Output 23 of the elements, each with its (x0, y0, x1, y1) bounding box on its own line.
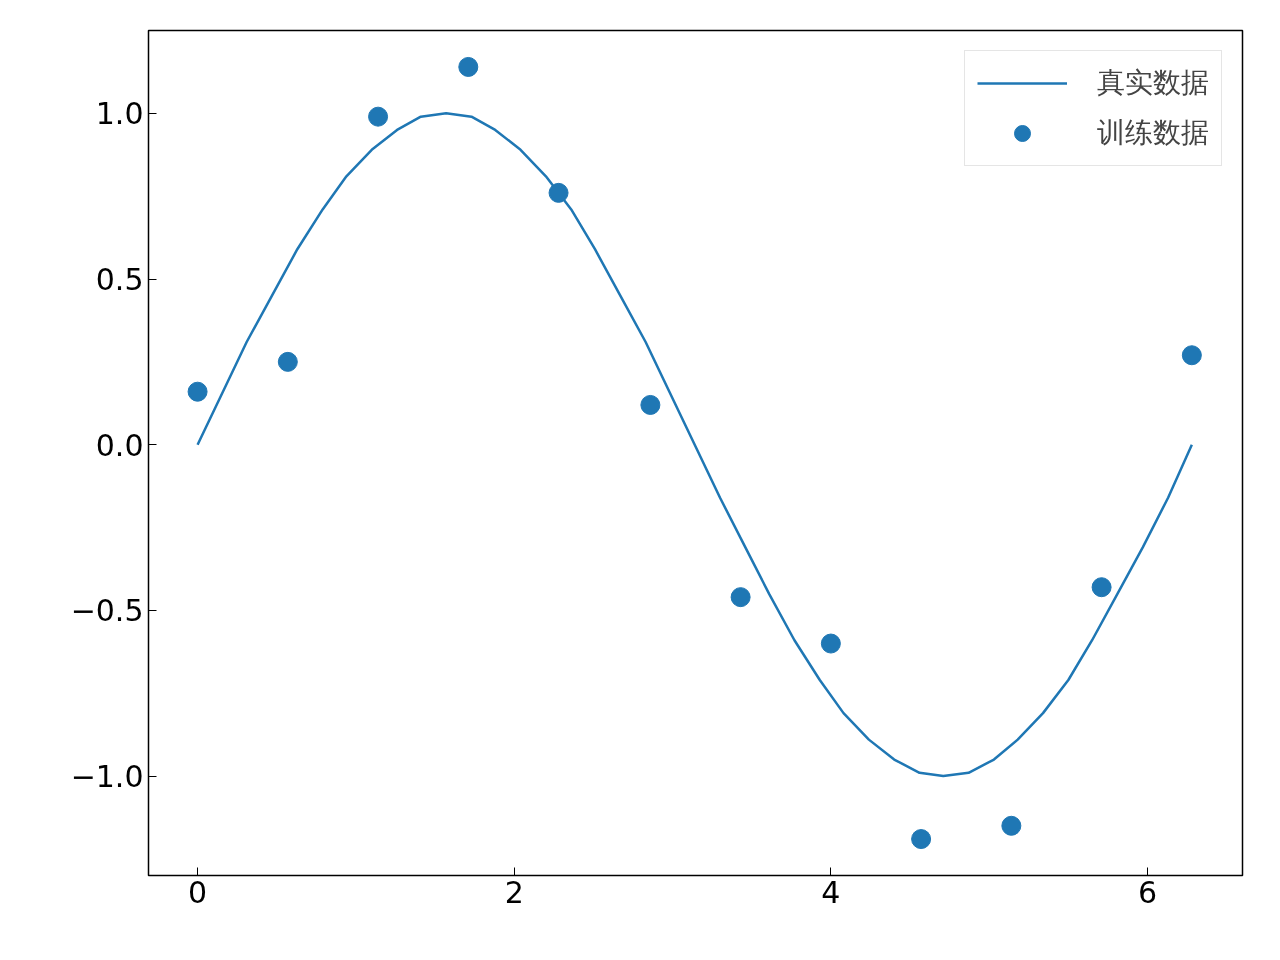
y-tick-label: 0.5 (95, 262, 144, 298)
point (820, 633, 841, 654)
y-tick-label: 1.0 (95, 96, 144, 132)
legend-label: 训练数据 (1097, 115, 1209, 151)
x-tick-label: 6 (1137, 874, 1158, 910)
point (458, 56, 479, 77)
y-tick-label: −0.5 (70, 593, 144, 629)
point (911, 829, 932, 850)
x-tick-label: 2 (504, 874, 524, 910)
legend-label: 真实数据 (1097, 65, 1209, 101)
point (640, 394, 661, 415)
x-tick-label: 4 (821, 874, 841, 910)
point (548, 182, 569, 203)
point (187, 381, 208, 402)
point (368, 106, 389, 127)
point (1181, 345, 1202, 366)
point (1001, 815, 1022, 836)
point (277, 351, 298, 372)
x-tick-label: 0 (188, 874, 208, 910)
point (730, 587, 751, 608)
y-tick-label: −1.0 (70, 759, 144, 795)
point (1091, 577, 1112, 598)
y-tick-label: 0.0 (95, 427, 144, 463)
